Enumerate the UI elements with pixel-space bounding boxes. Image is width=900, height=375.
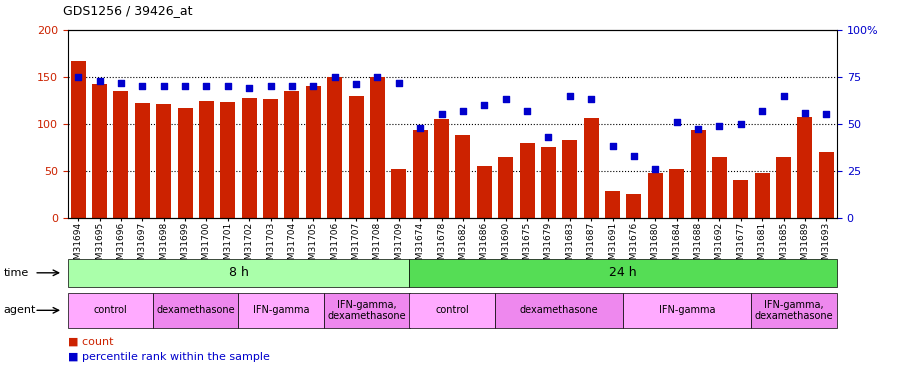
Bar [455, 135, 471, 218]
Point [370, 74, 384, 80]
Point [797, 110, 812, 116]
Bar [776, 157, 791, 218]
Point [455, 108, 470, 114]
Point [734, 121, 748, 127]
Bar [370, 77, 385, 218]
Bar [242, 99, 256, 218]
Bar [306, 86, 320, 218]
Point [777, 93, 791, 99]
Text: ■ count: ■ count [68, 337, 113, 347]
Point [199, 83, 213, 89]
Point [392, 80, 406, 86]
Bar [541, 147, 556, 218]
Bar [263, 99, 278, 218]
Point [584, 96, 598, 102]
Text: agent: agent [4, 305, 36, 315]
Point [284, 83, 299, 89]
Text: IFN-gamma: IFN-gamma [659, 305, 716, 315]
Bar [562, 140, 577, 218]
Bar [220, 102, 235, 218]
Bar [434, 119, 449, 218]
Point [220, 83, 235, 89]
Text: dexamethasone: dexamethasone [520, 305, 598, 315]
Bar [348, 96, 364, 218]
Point [328, 74, 342, 80]
Bar [626, 194, 642, 217]
Point [413, 124, 428, 130]
Point [755, 108, 770, 114]
Text: time: time [4, 268, 29, 278]
Text: dexamethasone: dexamethasone [157, 305, 235, 315]
Text: IFN-gamma,
dexamethasone: IFN-gamma, dexamethasone [755, 300, 833, 321]
Text: ■ percentile rank within the sample: ■ percentile rank within the sample [68, 352, 269, 362]
Bar [648, 173, 662, 217]
Point [93, 78, 107, 84]
Text: IFN-gamma: IFN-gamma [253, 305, 310, 315]
Point [712, 123, 726, 129]
Point [135, 83, 149, 89]
Bar [92, 84, 107, 218]
Bar [670, 169, 684, 217]
Bar [734, 180, 748, 218]
Point [435, 111, 449, 117]
Bar [177, 108, 193, 218]
Point [477, 102, 491, 108]
Bar [797, 117, 813, 218]
Point [71, 74, 86, 80]
Point [306, 83, 320, 89]
Point [562, 93, 577, 99]
Bar [690, 130, 706, 218]
Point [157, 83, 171, 89]
Bar [392, 169, 406, 217]
Point [626, 153, 641, 159]
Text: control: control [436, 305, 469, 315]
Point [819, 111, 833, 117]
Bar [605, 191, 620, 217]
Bar [328, 77, 342, 218]
Point [520, 108, 535, 114]
Bar [284, 91, 300, 218]
Text: 24 h: 24 h [609, 266, 637, 279]
Point [691, 126, 706, 132]
Text: 8 h: 8 h [229, 266, 248, 279]
Bar [199, 101, 214, 217]
Text: GDS1256 / 39426_at: GDS1256 / 39426_at [63, 4, 193, 17]
Bar [584, 118, 598, 218]
Bar [477, 166, 491, 218]
Bar [135, 103, 149, 218]
Text: IFN-gamma,
dexamethasone: IFN-gamma, dexamethasone [328, 300, 406, 321]
Point [178, 83, 193, 89]
Point [541, 134, 555, 140]
Bar [819, 152, 833, 217]
Point [499, 96, 513, 102]
Point [606, 143, 620, 149]
Bar [499, 157, 513, 218]
Point [264, 83, 278, 89]
Bar [755, 173, 770, 217]
Bar [413, 130, 428, 218]
Point [648, 166, 662, 172]
Point [670, 119, 684, 125]
Point [349, 81, 364, 87]
Bar [712, 157, 727, 218]
Bar [519, 142, 535, 218]
Bar [71, 61, 86, 217]
Point [242, 85, 256, 91]
Point [113, 80, 128, 86]
Bar [113, 91, 129, 218]
Bar [157, 104, 171, 218]
Text: control: control [94, 305, 127, 315]
